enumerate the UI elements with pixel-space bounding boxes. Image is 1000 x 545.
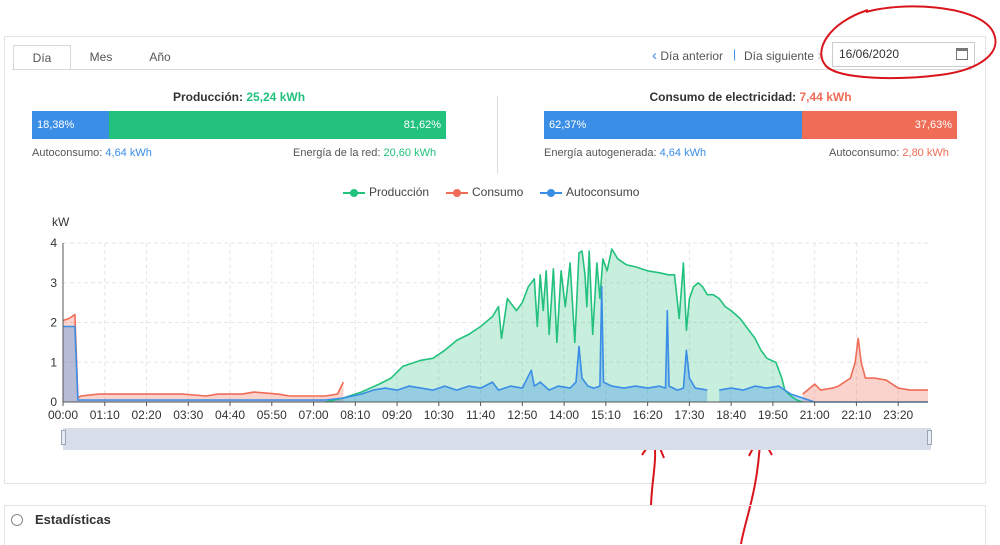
production-self-text: Autoconsumo: 4,64 kWh xyxy=(32,147,152,159)
consumption-self-value: 4,64 kWh xyxy=(659,147,707,159)
chevron-left-icon: ‹ xyxy=(652,47,657,64)
summary-divider xyxy=(497,96,498,174)
info-icon xyxy=(11,514,23,526)
consumption-self-text: Energía autogenerada: 4,64 kWh xyxy=(544,147,706,159)
consumption-grid-label: Autoconsumo: xyxy=(829,147,900,159)
production-self-label: Autoconsumo: xyxy=(32,147,103,159)
consumption-self-bar: 62,37% xyxy=(544,111,802,139)
tab-dia[interactable]: Día xyxy=(13,45,71,70)
tab-mes[interactable]: Mes xyxy=(89,50,113,64)
next-day-label: Día siguiente xyxy=(744,49,815,63)
zoom-handle-left[interactable] xyxy=(61,430,66,445)
legend-autoconsumo-label: Autoconsumo xyxy=(566,185,640,199)
legend-produccion[interactable]: Producción xyxy=(343,185,429,199)
consumption-self-label: Energía autogenerada: xyxy=(544,147,657,159)
chevron-right-icon: › xyxy=(817,47,823,64)
calendar-icon[interactable] xyxy=(956,48,968,60)
prev-day-label: Día anterior xyxy=(660,49,724,63)
prev-day-link[interactable]: ‹ Día anterior xyxy=(652,47,723,64)
zoom-slider-track[interactable] xyxy=(63,428,931,450)
nav-separator: | xyxy=(733,47,737,61)
legend-produccion-label: Producción xyxy=(369,185,430,199)
production-title-value: 25,24 kWh xyxy=(246,90,306,104)
tab-underline xyxy=(12,69,972,70)
next-day-link[interactable]: Día siguiente › xyxy=(744,47,822,64)
production-title-label: Producción: xyxy=(172,90,243,104)
zoom-handle-right[interactable] xyxy=(927,430,932,445)
legend-autoconsumo-marker xyxy=(540,188,562,198)
legend-autoconsumo[interactable]: Autoconsumo xyxy=(540,185,639,199)
production-grid-text: Energía de la red: 20,60 kWh xyxy=(293,147,436,159)
consumption-grid-bar: 37,63% xyxy=(802,111,957,139)
tab-ano[interactable]: Año xyxy=(149,50,171,64)
stats-section: Estadísticas xyxy=(4,505,986,545)
stats-section-title: Estadísticas xyxy=(35,512,111,527)
legend-consumo[interactable]: Consumo xyxy=(446,185,523,199)
consumption-title-label: Consumo de electricidad: xyxy=(649,90,797,104)
production-grid-bar: 81,62% xyxy=(109,111,446,139)
production-grid-value: 20,60 kWh xyxy=(383,147,437,159)
production-self-value: 4,64 kWh xyxy=(105,147,152,159)
consumption-title-value: 7,44 kWh xyxy=(799,90,852,104)
date-field[interactable]: 16/06/2020 xyxy=(832,42,975,67)
consumption-title: Consumo de electricidad: 7,44 kWh xyxy=(544,90,957,104)
consumption-grid-value: 2,80 kWh xyxy=(902,147,949,159)
production-title: Producción: 25,24 kWh xyxy=(32,90,446,104)
production-grid-label: Energía de la red: xyxy=(293,147,381,159)
consumption-grid-text: Autoconsumo: 2,80 kWh xyxy=(829,147,949,159)
legend-consumo-marker xyxy=(446,188,468,198)
date-value: 16/06/2020 xyxy=(839,47,900,61)
legend-consumo-label: Consumo xyxy=(472,185,524,199)
legend-produccion-marker xyxy=(343,188,365,198)
production-self-bar: 18,38% xyxy=(32,111,109,139)
